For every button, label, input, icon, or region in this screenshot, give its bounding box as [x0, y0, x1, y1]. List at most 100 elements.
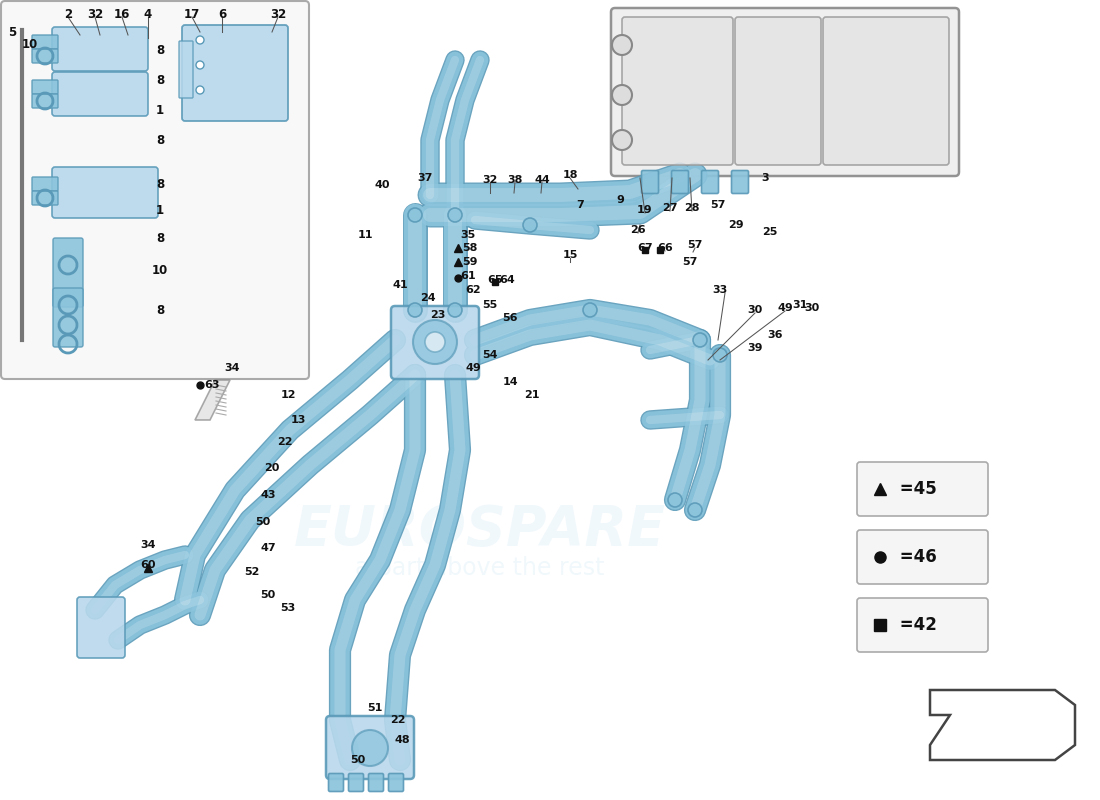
- Text: 5: 5: [8, 26, 16, 38]
- Text: =45: =45: [894, 480, 937, 498]
- Text: 39: 39: [747, 343, 762, 353]
- Text: 8: 8: [156, 303, 164, 317]
- Circle shape: [196, 61, 204, 69]
- Circle shape: [612, 35, 632, 55]
- Text: 41: 41: [393, 280, 408, 290]
- FancyBboxPatch shape: [52, 167, 158, 218]
- Text: 32: 32: [482, 175, 497, 185]
- Text: 10: 10: [22, 38, 38, 51]
- FancyBboxPatch shape: [641, 170, 659, 194]
- FancyBboxPatch shape: [610, 8, 959, 176]
- Text: 64: 64: [499, 275, 515, 285]
- FancyBboxPatch shape: [388, 774, 404, 791]
- FancyBboxPatch shape: [621, 17, 733, 165]
- Text: 54: 54: [482, 350, 497, 360]
- Text: EUROSPARE: EUROSPARE: [294, 503, 666, 557]
- FancyBboxPatch shape: [52, 27, 148, 71]
- Text: 43: 43: [261, 490, 276, 500]
- Text: 8: 8: [156, 74, 164, 86]
- Text: 11: 11: [358, 230, 373, 240]
- Text: 49: 49: [777, 303, 793, 313]
- Text: 1: 1: [156, 203, 164, 217]
- FancyBboxPatch shape: [32, 49, 58, 63]
- Text: 26: 26: [630, 225, 646, 235]
- FancyBboxPatch shape: [349, 774, 363, 791]
- Text: 57: 57: [688, 240, 703, 250]
- Text: 47: 47: [261, 543, 276, 553]
- FancyBboxPatch shape: [857, 462, 988, 516]
- Text: 57: 57: [711, 200, 726, 210]
- Text: 65: 65: [487, 275, 503, 285]
- Text: 59: 59: [462, 257, 477, 267]
- Text: 8: 8: [156, 178, 164, 191]
- Text: 63: 63: [205, 380, 220, 390]
- Text: 8: 8: [156, 134, 164, 146]
- FancyBboxPatch shape: [53, 288, 82, 347]
- Text: 36: 36: [768, 330, 783, 340]
- Circle shape: [352, 730, 388, 766]
- FancyBboxPatch shape: [32, 94, 58, 108]
- Text: 2: 2: [64, 7, 73, 21]
- FancyBboxPatch shape: [77, 597, 125, 658]
- FancyBboxPatch shape: [390, 306, 478, 379]
- Text: 32: 32: [87, 7, 103, 21]
- Text: 14: 14: [503, 377, 518, 387]
- Text: 38: 38: [507, 175, 522, 185]
- Text: 31: 31: [792, 300, 807, 310]
- FancyBboxPatch shape: [823, 17, 949, 165]
- FancyBboxPatch shape: [32, 35, 58, 49]
- Circle shape: [612, 85, 632, 105]
- Text: 24: 24: [420, 293, 436, 303]
- Circle shape: [196, 36, 204, 44]
- Text: 30: 30: [804, 303, 820, 313]
- Text: 52: 52: [244, 567, 260, 577]
- Circle shape: [448, 303, 462, 317]
- Text: 67: 67: [637, 243, 652, 253]
- Text: 50: 50: [255, 517, 271, 527]
- Text: 29: 29: [728, 220, 744, 230]
- FancyBboxPatch shape: [53, 238, 82, 307]
- Circle shape: [522, 218, 537, 232]
- Polygon shape: [930, 690, 1075, 760]
- Circle shape: [668, 493, 682, 507]
- FancyBboxPatch shape: [368, 774, 384, 791]
- Text: 20: 20: [264, 463, 279, 473]
- Text: 58: 58: [462, 243, 477, 253]
- Text: 34: 34: [141, 540, 156, 550]
- Text: 4: 4: [144, 7, 152, 21]
- FancyBboxPatch shape: [857, 530, 988, 584]
- Text: 40: 40: [374, 180, 389, 190]
- FancyBboxPatch shape: [32, 177, 58, 191]
- Text: 25: 25: [762, 227, 778, 237]
- Text: 48: 48: [394, 735, 410, 745]
- Text: 56: 56: [503, 313, 518, 323]
- Circle shape: [196, 86, 204, 94]
- Text: 19: 19: [637, 205, 652, 215]
- Text: 61: 61: [460, 271, 476, 281]
- FancyBboxPatch shape: [182, 25, 288, 121]
- Text: 15: 15: [562, 250, 578, 260]
- Circle shape: [612, 130, 632, 150]
- Text: 60: 60: [141, 560, 156, 570]
- Circle shape: [688, 503, 702, 517]
- Text: 62: 62: [465, 285, 481, 295]
- Text: 21: 21: [525, 390, 540, 400]
- FancyBboxPatch shape: [732, 170, 748, 194]
- Text: 8: 8: [156, 43, 164, 57]
- Text: 66: 66: [657, 243, 673, 253]
- Text: 34: 34: [224, 363, 240, 373]
- Text: 44: 44: [535, 175, 550, 185]
- Text: 50: 50: [351, 755, 365, 765]
- Text: 37: 37: [417, 173, 432, 183]
- Text: a part above the rest: a part above the rest: [355, 556, 605, 580]
- Text: 18: 18: [562, 170, 578, 180]
- Text: 22: 22: [390, 715, 406, 725]
- Text: 16: 16: [113, 7, 130, 21]
- Text: 3: 3: [761, 173, 769, 183]
- Text: 50: 50: [261, 590, 276, 600]
- FancyBboxPatch shape: [326, 716, 414, 779]
- FancyBboxPatch shape: [32, 191, 58, 205]
- Text: 55: 55: [483, 300, 497, 310]
- FancyBboxPatch shape: [329, 774, 343, 791]
- Text: 28: 28: [684, 203, 700, 213]
